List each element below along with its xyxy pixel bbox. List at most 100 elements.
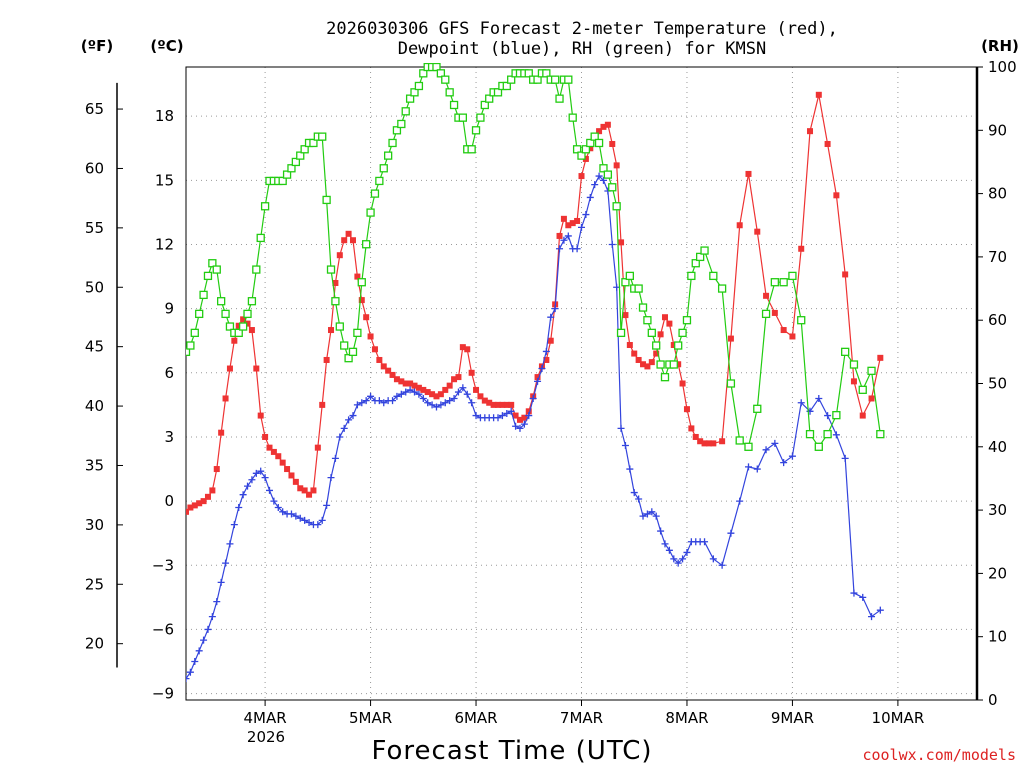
temperature-point (297, 485, 304, 492)
temperature-point (842, 271, 849, 278)
dewpoint-point (389, 397, 397, 405)
temperature-point (209, 487, 216, 494)
temperature-point (771, 309, 778, 316)
temperature-point (719, 438, 726, 445)
dewpoint-point (512, 422, 520, 430)
temperature-point (328, 327, 335, 334)
temperature-point (345, 230, 352, 237)
rh-point (362, 240, 371, 249)
temperature-point (376, 356, 383, 363)
rh-point (753, 404, 762, 413)
series-line (186, 94, 881, 513)
series-line (186, 175, 881, 679)
rh-point (572, 145, 582, 154)
dewpoint-point (701, 538, 709, 546)
fahrenheit-tick-label: 45 (85, 338, 104, 356)
dewpoint-point (621, 442, 629, 450)
rh-point (485, 94, 494, 103)
rh-tick-label: 0 (988, 691, 998, 709)
dewpoint-point (876, 606, 884, 614)
rh-point (797, 316, 806, 325)
rh-point (858, 385, 867, 394)
temperature-point (349, 237, 356, 244)
data-series (186, 63, 885, 683)
dewpoint-point (305, 519, 313, 527)
temperature-point (525, 408, 532, 415)
rh-point (186, 347, 191, 357)
rh-point (524, 69, 533, 78)
rh-point (555, 94, 564, 103)
rh-point (577, 151, 586, 160)
chart-title-line-1: 2026030306 GFS Forecast 2-meter Temperat… (326, 19, 838, 39)
temperature-point (371, 346, 378, 353)
rh-point (687, 271, 696, 281)
rh-point (405, 94, 415, 103)
temperature-point (688, 425, 695, 432)
dewpoint-point (736, 497, 744, 505)
temperature-point (437, 391, 444, 398)
dewpoint-point (446, 397, 454, 405)
rh-point (493, 88, 503, 97)
rh-point (256, 233, 265, 243)
dewpoint-point (850, 589, 858, 597)
dewpoint-point (252, 469, 260, 477)
temperature-point (824, 140, 831, 147)
temperature-point (736, 222, 743, 229)
rh-point (638, 303, 648, 312)
rh-tick-label: 30 (988, 501, 1007, 519)
temperature-point (815, 91, 822, 98)
temperature-point (512, 412, 519, 419)
dewpoint-point (744, 463, 752, 471)
dewpoint-point (639, 512, 647, 520)
dewpoint-point (380, 399, 388, 407)
rh-point (594, 138, 604, 148)
rh-point (203, 271, 213, 281)
temperature-point (363, 314, 370, 321)
temperature-point (226, 365, 233, 372)
x-axis-title: Forecast Time (UTC) (371, 736, 652, 766)
rh-point (318, 132, 327, 141)
rh-point (788, 271, 797, 281)
temperature-point (433, 393, 440, 400)
rh-point (696, 252, 705, 262)
dewpoint-point (718, 561, 726, 569)
temperature-point (499, 401, 506, 408)
temperature-point (582, 155, 589, 162)
temperature-point (670, 342, 677, 349)
rh-point (419, 69, 428, 78)
dewpoint-point (239, 491, 247, 499)
fahrenheit-tick-label: 55 (85, 219, 104, 237)
celsius-tick-label: 18 (155, 107, 174, 125)
series-0 (186, 91, 884, 515)
rh-point (564, 75, 573, 84)
temperature-point (604, 121, 611, 128)
rh-point (348, 347, 358, 357)
temperature-point (618, 239, 625, 246)
temperature-point (459, 344, 466, 351)
dewpoint-point (468, 399, 476, 407)
rh-point (471, 126, 481, 135)
dewpoint-point (450, 394, 458, 402)
temperature-point (275, 453, 282, 460)
dewpoint-point (213, 598, 221, 606)
rh-point (761, 309, 771, 319)
dewpoint-point (797, 399, 805, 407)
rh-point (326, 265, 336, 274)
dewpoint-point (248, 476, 256, 484)
rh-point (480, 100, 489, 110)
dewpoint-point (643, 510, 651, 518)
temperature-point (833, 192, 840, 199)
rh-point (379, 164, 388, 173)
dewpoint-point (314, 521, 322, 529)
temperature-point (270, 448, 277, 455)
fahrenheit-tick-label: 40 (85, 397, 104, 415)
x-tick-label: 9MAR (771, 709, 814, 727)
dewpoint-point (265, 486, 273, 494)
temperature-point (807, 128, 814, 135)
dewpoint-point (463, 390, 471, 398)
x-tick-label: 4MAR (244, 709, 287, 727)
temperature-point (727, 335, 734, 342)
dewpoint-point (591, 181, 599, 189)
rh-point (353, 328, 362, 338)
celsius-tick-label: 15 (155, 171, 174, 189)
